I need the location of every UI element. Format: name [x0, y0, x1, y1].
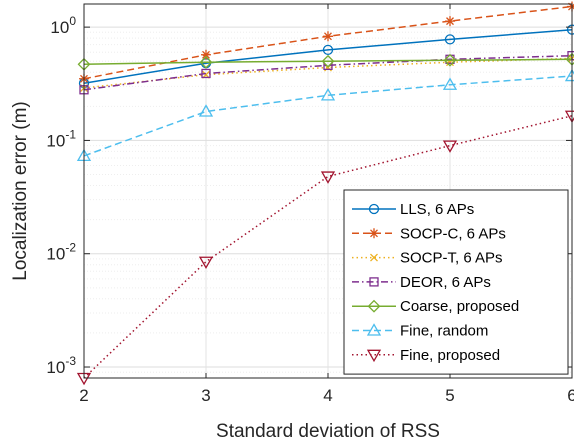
- data-point-marker: [198, 104, 214, 117]
- data-point-marker: [320, 171, 336, 184]
- legend-entry: SOCP-C, 6 APs: [352, 225, 506, 242]
- x-tick-label: 5: [445, 386, 454, 405]
- legend-entry: Fine, proposed: [352, 347, 500, 364]
- legend: LLS, 6 APs SOCP-C, 6 APs SOCP-T, 6 APs DEOR…: [343, 189, 569, 375]
- series-line: [83, 54, 573, 91]
- y-tick-base: 10: [46, 358, 65, 377]
- data-point-marker: [445, 16, 455, 27]
- series-line: [83, 57, 573, 89]
- data-point-marker: [443, 53, 457, 67]
- y-tick-exponent: -2: [65, 241, 76, 255]
- y-tick-exponent: 0: [69, 14, 76, 28]
- data-point-marker: [199, 55, 213, 69]
- y-tick-exponent: -3: [65, 354, 76, 368]
- series-line: [83, 58, 573, 66]
- y-axis-label: Localization error (m): [10, 101, 31, 281]
- y-tick-base: 10: [50, 18, 69, 37]
- legend-entry: Coarse, proposed: [352, 298, 519, 315]
- series-fine-random: [76, 68, 574, 162]
- data-point-marker: [198, 256, 214, 270]
- legend-label: LLS, 6 APs: [400, 201, 474, 218]
- x-axis-label: Standard deviation of RSS: [216, 421, 440, 442]
- legend-label: SOCP-T, 6 APs: [400, 250, 503, 267]
- y-tick-label: 100: [50, 14, 76, 37]
- axis-ticks: [83, 4, 573, 378]
- data-point-marker: [369, 277, 379, 287]
- data-point-marker: [323, 31, 333, 42]
- y-tick-label: 10-2: [46, 241, 76, 264]
- data-point-marker: [442, 77, 458, 90]
- y-tick-exponent: -1: [65, 127, 76, 141]
- data-point-marker: [366, 323, 382, 336]
- series-line: [83, 28, 573, 84]
- data-point-marker: [368, 203, 380, 215]
- legend-label: DEOR, 6 APs: [400, 274, 491, 291]
- legend-label: Fine, proposed: [400, 347, 500, 364]
- data-point-marker: [564, 68, 574, 82]
- data-point-marker: [369, 228, 379, 239]
- y-tick-label: 10-3: [46, 354, 76, 377]
- data-point-marker: [367, 299, 381, 313]
- x-tick-label: 6: [567, 386, 574, 405]
- x-tick-labels: 2 3 4 5 6: [79, 386, 574, 405]
- data-point-marker: [201, 68, 211, 79]
- data-point-marker: [444, 34, 456, 45]
- data-point-marker: [201, 49, 211, 60]
- legend-label: SOCP-C, 6 APs: [400, 225, 506, 242]
- y-tick-label: 10-1: [46, 127, 76, 150]
- data-point-marker: [442, 140, 458, 153]
- x-tick-label: 2: [79, 386, 88, 405]
- data-point-marker: [370, 253, 378, 262]
- y-tick-base: 10: [46, 131, 65, 150]
- x-tick-label: 4: [323, 386, 332, 405]
- data-point-marker: [321, 54, 335, 68]
- legend-entry: SOCP-T, 6 APs: [352, 250, 503, 267]
- x-tick-label: 3: [201, 386, 210, 405]
- legend-entry: LLS, 6 APs: [352, 201, 474, 218]
- series-coarse-proposed: [77, 52, 574, 71]
- series-lines: [76, 1, 574, 386]
- data-point-marker: [322, 44, 334, 56]
- y-tick-base: 10: [46, 245, 65, 264]
- data-point-marker: [320, 88, 336, 101]
- legend-entry: Fine, random: [352, 323, 488, 340]
- legend-label: Fine, random: [400, 323, 488, 340]
- data-point-marker: [567, 1, 574, 12]
- legend-entry: DEOR, 6 APs: [352, 274, 491, 291]
- data-point-marker: [366, 349, 382, 363]
- legend-label: Coarse, proposed: [400, 298, 519, 315]
